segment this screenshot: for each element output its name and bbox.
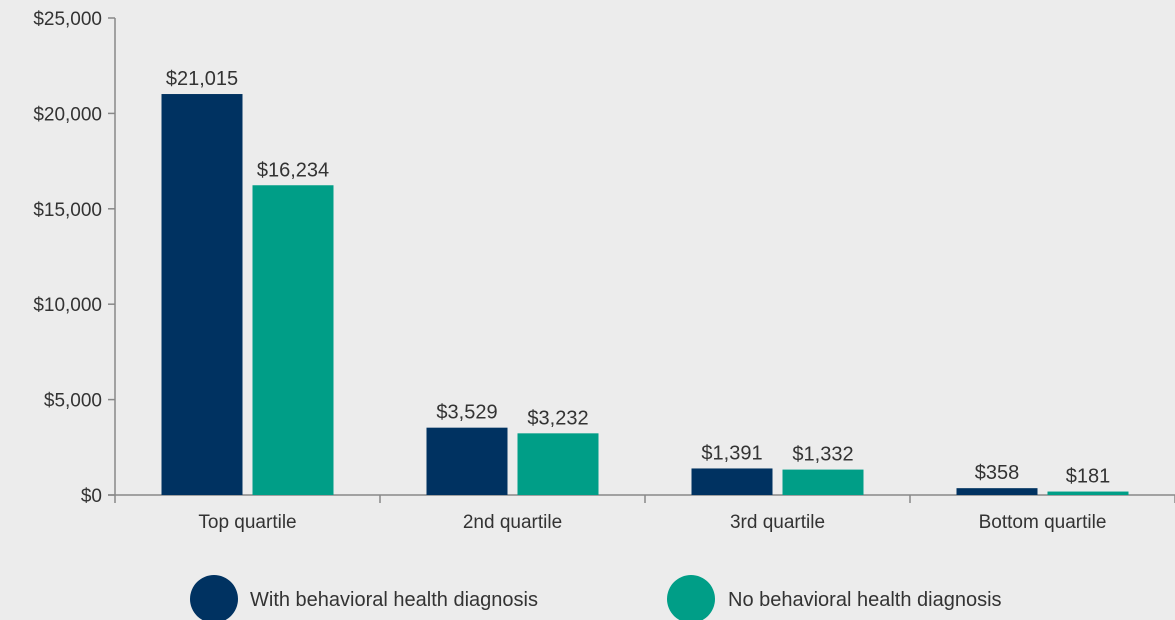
category-labels: Top quartile 2nd quartile 3rd quartile Bott… [198, 512, 1106, 533]
legend-swatch [667, 575, 715, 620]
bar [426, 427, 508, 495]
bars [161, 94, 1129, 495]
y-tick-label: $10,000 [33, 295, 102, 316]
data-label: $1,391 [701, 442, 762, 464]
legend-swatch [190, 575, 238, 620]
bar [252, 185, 334, 495]
y-tick-label: $25,000 [33, 9, 102, 30]
y-tick-label: $0 [81, 486, 102, 507]
y-tick-label: $15,000 [33, 200, 102, 221]
legend: With behavioral health diagnosis No behav… [190, 575, 1002, 620]
legend-label: No behavioral health diagnosis [728, 589, 1002, 611]
legend-item: With behavioral health diagnosis [190, 575, 538, 620]
legend-label: With behavioral health diagnosis [250, 589, 538, 611]
bar [1047, 491, 1129, 495]
y-axis-ticks: $0 $5,000 $10,000 $15,000 $20,000 $25,000 [33, 9, 115, 507]
data-label: $21,015 [166, 68, 238, 90]
bar [956, 488, 1038, 495]
data-label: $1,332 [792, 444, 853, 466]
data-label: $181 [1066, 466, 1111, 488]
bar [161, 94, 243, 495]
x-category-label: Bottom quartile [979, 512, 1107, 533]
legend-item: No behavioral health diagnosis [667, 575, 1002, 620]
x-category-label: 2nd quartile [463, 512, 562, 533]
data-labels: $21,015 $16,234 $3,529 $3,232 $1,391 $1,332 $3… [166, 68, 1110, 488]
x-category-label: Top quartile [198, 512, 296, 533]
y-tick-label: $20,000 [33, 104, 102, 125]
x-category-label: 3rd quartile [730, 512, 825, 533]
x-axis-ticks [114, 495, 1175, 503]
data-label: $16,234 [257, 159, 329, 181]
bar [691, 468, 773, 495]
bar [517, 433, 599, 495]
bar [782, 469, 864, 495]
y-tick-label: $5,000 [44, 391, 102, 412]
data-label: $358 [975, 462, 1020, 484]
data-label: $3,232 [527, 407, 588, 429]
data-label: $3,529 [436, 402, 497, 424]
